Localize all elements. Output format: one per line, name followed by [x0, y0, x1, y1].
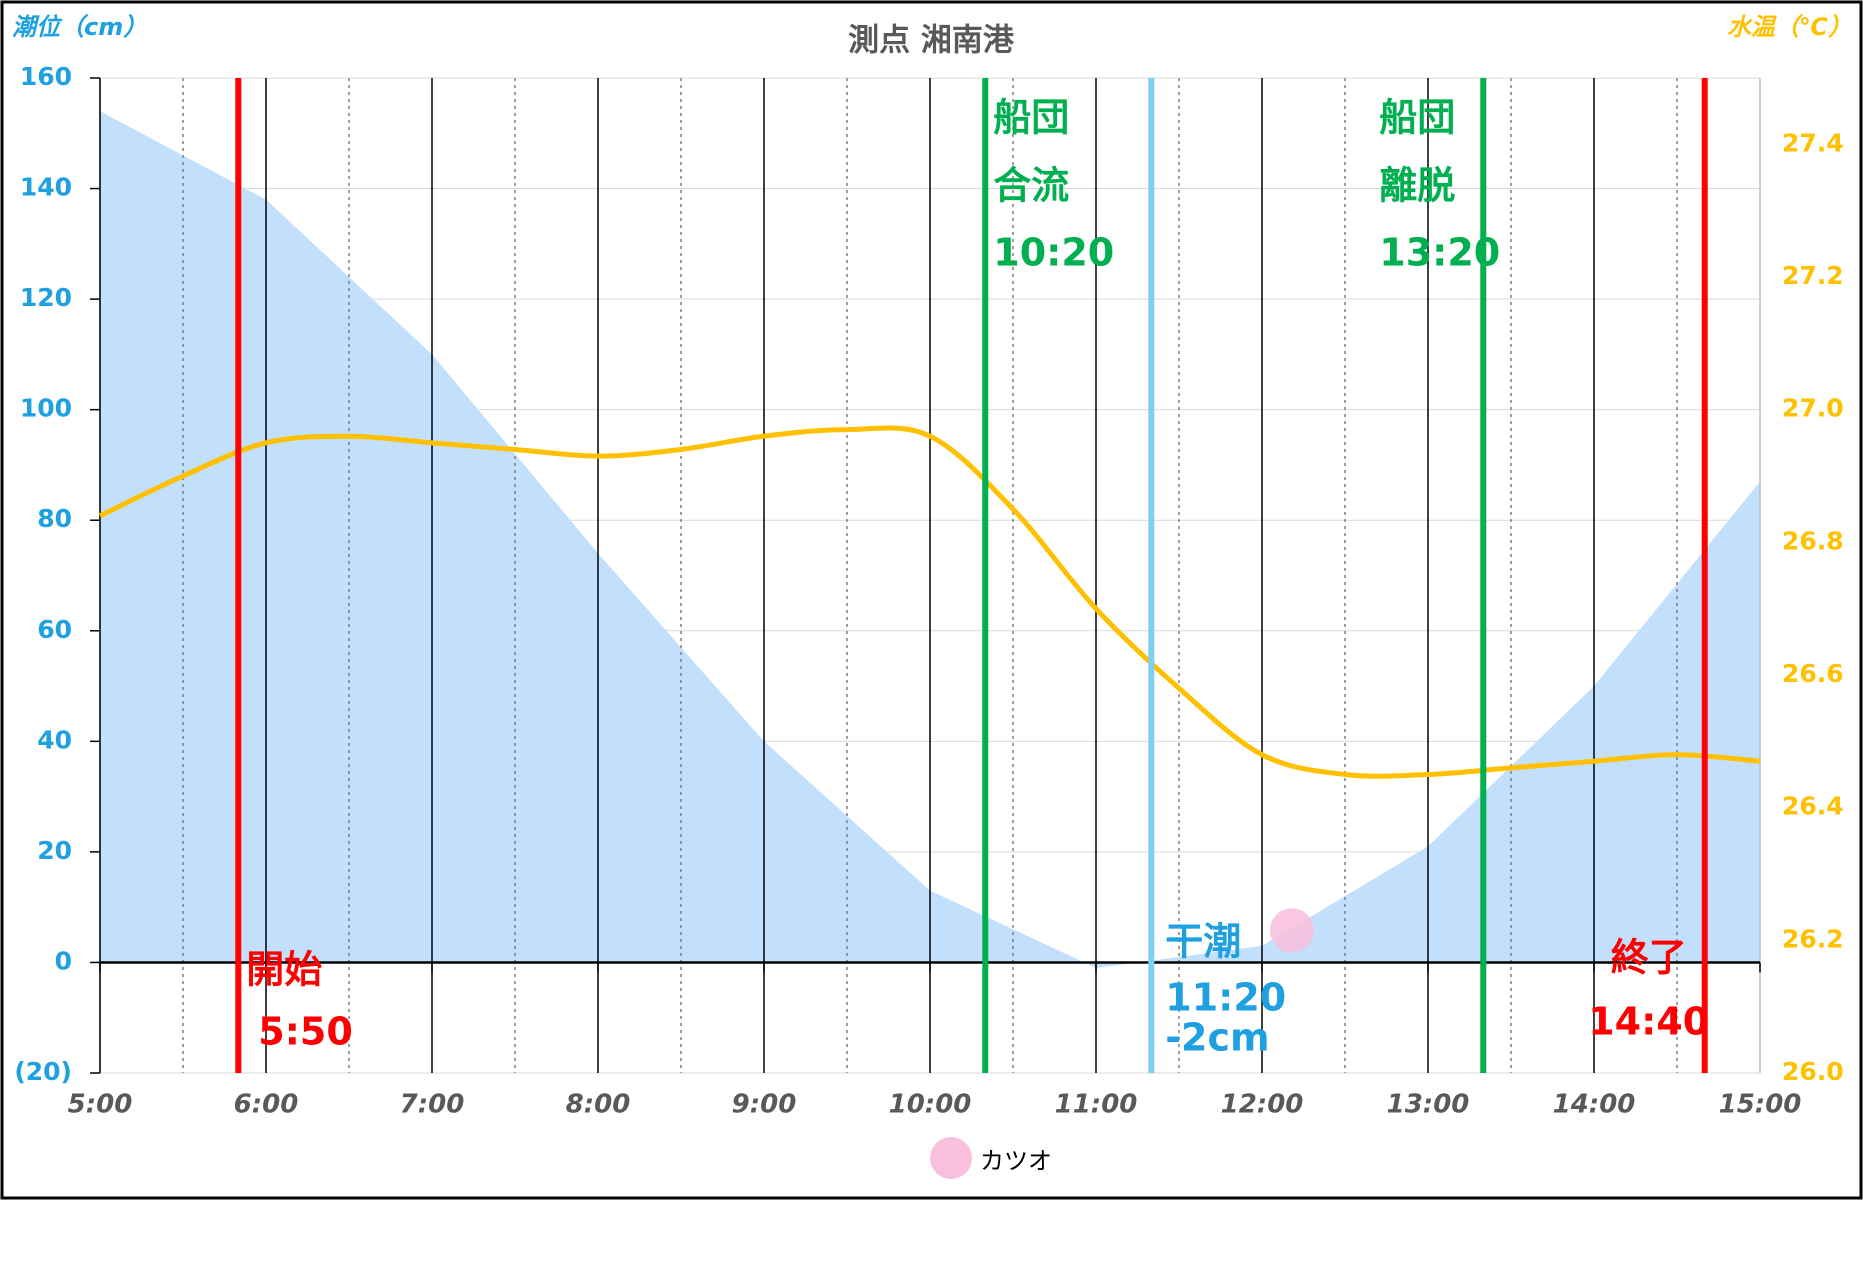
event-label: 船団 — [993, 96, 1069, 140]
chart-title: 測点 湘南港 — [848, 23, 1015, 59]
x-tick-label: 13:00 — [1387, 1090, 1470, 1120]
y2-tick-label: 26.0 — [1782, 1057, 1844, 1086]
y2-tick-label: 27.2 — [1782, 261, 1844, 290]
x-tick-label: 10:00 — [889, 1090, 972, 1120]
y2-tick-label: 26.6 — [1782, 659, 1844, 688]
event-label: 13:20 — [1379, 231, 1500, 275]
event-label: 船団 — [1379, 96, 1455, 140]
y2-tick-label: 27.4 — [1782, 128, 1844, 157]
y2-tick-label: 26.8 — [1782, 526, 1844, 555]
legend-label: カツオ — [980, 1147, 1052, 1175]
x-tick-label: 5:00 — [68, 1090, 133, 1120]
event-label: 5:50 — [258, 1010, 353, 1054]
x-tick-label: 14:00 — [1553, 1090, 1636, 1120]
event-label: -2cm — [1165, 1016, 1269, 1060]
y-tick-label: 60 — [37, 615, 72, 644]
tide-area — [100, 111, 1760, 968]
event-label: 干潮 — [1165, 920, 1241, 964]
catch-point — [1269, 908, 1314, 953]
y-tick-label: 100 — [20, 394, 72, 423]
y-tick-label: 40 — [37, 725, 72, 754]
x-tick-label: 9:00 — [732, 1090, 797, 1120]
y-tick-label: (20) — [14, 1057, 72, 1086]
x-tick-label: 8:00 — [566, 1090, 631, 1120]
x-tick-label: 11:00 — [1055, 1090, 1138, 1120]
event-label: 離脱 — [1379, 164, 1455, 208]
event-label: 10:20 — [993, 231, 1114, 275]
y2-tick-label: 27.0 — [1782, 394, 1844, 423]
event-label: 終了 — [1611, 936, 1687, 980]
y-tick-label: 160 — [20, 62, 72, 91]
event-label: 開始 — [246, 948, 322, 992]
event-label: 11:20 — [1165, 976, 1286, 1020]
y2-tick-label: 26.4 — [1782, 792, 1844, 821]
x-tick-label: 7:00 — [400, 1090, 465, 1120]
y2-axis-title: 水温（℃） — [1727, 13, 1852, 41]
y-axis-title: 潮位（cm） — [12, 13, 147, 41]
x-tick-label: 15:00 — [1719, 1090, 1802, 1120]
y-tick-label: 120 — [20, 283, 72, 312]
y-tick-label: 140 — [20, 173, 72, 202]
temperature-line — [98, 425, 1761, 779]
x-tick-label: 12:00 — [1221, 1090, 1304, 1120]
y-tick-label: 80 — [37, 504, 72, 533]
legend-marker — [930, 1137, 972, 1179]
y-tick-label: 0 — [55, 946, 72, 975]
event-label: 合流 — [993, 164, 1069, 208]
y2-tick-label: 26.2 — [1782, 924, 1844, 953]
event-label: 14:40 — [1588, 1000, 1709, 1044]
y-tick-label: 20 — [37, 836, 72, 865]
x-tick-label: 6:00 — [234, 1090, 299, 1120]
